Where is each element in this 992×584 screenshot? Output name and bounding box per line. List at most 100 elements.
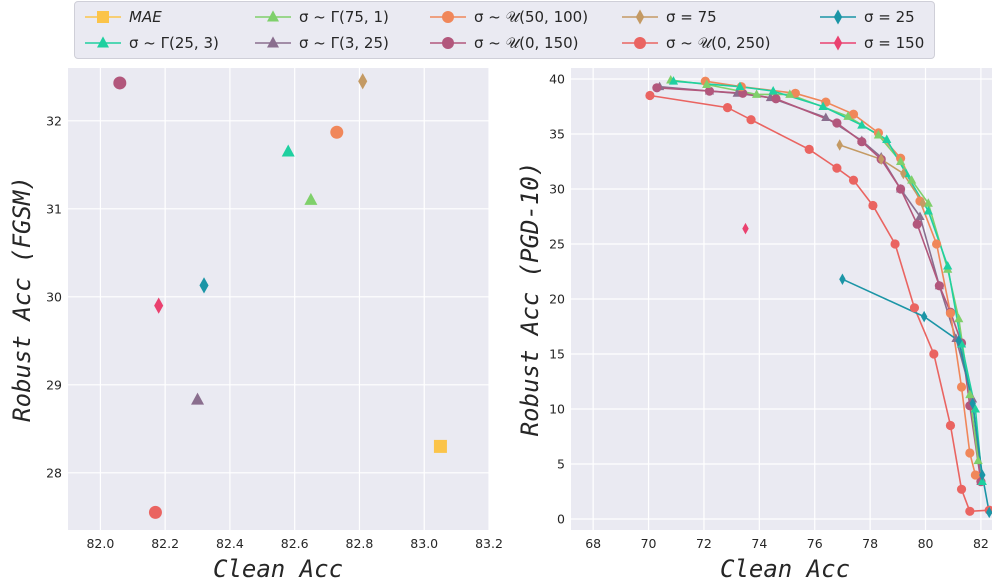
point-75-1 (965, 389, 975, 399)
point-50-100 (965, 448, 975, 458)
legend-symbol (267, 36, 279, 48)
legend-label: σ ~ 𝒰(50, 100) (474, 8, 589, 26)
x-tick-label: 82.2 (151, 536, 179, 551)
y-tick-label: 30 (46, 289, 62, 304)
point-0-150 (934, 281, 944, 291)
point-25 (986, 506, 992, 519)
legend-symbol (635, 9, 645, 25)
legend-symbol (833, 35, 843, 51)
point-0-250 (804, 144, 814, 154)
point-25-3 (970, 403, 980, 413)
point-25 (955, 335, 962, 347)
fgsm-scatter-chart: 82.0 82.2 82.4 82.6 82.8 83.0 83.2 28 29 30 31 32 C… (8, 68, 503, 583)
point-75 (836, 139, 843, 151)
point-0-250 (890, 239, 900, 249)
point-0-150 (652, 83, 662, 93)
point-150 (154, 297, 164, 314)
point-0-250 (945, 420, 956, 431)
x-tick-label: 70 (641, 536, 657, 551)
y-tick-label: 15 (549, 347, 565, 362)
point-75-1 (751, 89, 762, 98)
legend-symbol (97, 36, 109, 48)
x-tick-label: 82.0 (86, 536, 114, 551)
point-3-25 (821, 112, 831, 121)
point-0-150 (113, 76, 127, 90)
y-tick-label: 35 (549, 127, 565, 142)
y-tick-label: 5 (557, 457, 565, 472)
plot-area (68, 68, 489, 530)
y-tick-label: 40 (549, 72, 565, 87)
legend-marker-circle (622, 37, 658, 49)
point-0-150 (895, 184, 906, 194)
legend-symbol (634, 37, 646, 49)
point-25 (199, 277, 209, 294)
legend-label: σ = 25 (864, 8, 915, 26)
legend-label: σ ~ Γ(3, 25) (299, 34, 389, 52)
point-0-250 (868, 200, 878, 211)
y-tick-label: 29 (46, 377, 62, 392)
legend-label: σ ~ Γ(75, 1) (299, 8, 389, 26)
legend-symbol (442, 37, 454, 49)
point-0-250 (956, 484, 967, 494)
tick-labels: 82.0 82.2 82.4 82.6 82.8 83.0 83.2 28 29 30 31 32 (46, 113, 503, 551)
point-0-250 (148, 505, 162, 519)
legend-marker-triangle (85, 36, 121, 48)
point-75-1 (954, 313, 964, 323)
point-3-25 (915, 211, 925, 220)
point-50-100 (330, 125, 344, 139)
point-25 (979, 469, 986, 481)
legend-item-25-3: σ ~ Γ(25, 3) (83, 32, 219, 54)
point-25 (920, 310, 928, 323)
point-75 (358, 73, 368, 90)
point-50-100 (970, 470, 980, 480)
point-25-3 (668, 76, 679, 85)
point-75 (900, 167, 907, 180)
point-25-3 (943, 260, 953, 270)
point-3-25 (191, 392, 205, 405)
series-line-75 (839, 144, 924, 204)
legend-marker-circle (430, 37, 466, 49)
point-25-3 (281, 144, 295, 157)
y-tick-label: 10 (549, 402, 565, 417)
point-25-3 (768, 86, 778, 95)
grid (571, 68, 992, 530)
legend-symbol (442, 11, 454, 23)
tick-labels: 68 70 72 74 76 78 80 82 0 5 10 15 20 25 30 35 40 (549, 72, 989, 552)
legend-label: σ ~ 𝒰(0, 150) (474, 34, 579, 52)
legend-marker-diamond (820, 9, 856, 25)
x-tick-label: 80 (918, 536, 934, 551)
legend-label: σ = 75 (666, 8, 717, 26)
legend-symbol (833, 9, 843, 25)
legend-item-0-150: σ ~ 𝒰(0, 150) (428, 32, 579, 54)
point-25 (969, 397, 976, 410)
point-0-150 (704, 86, 715, 96)
x-tick-label: 82 (973, 536, 989, 551)
point-150 (742, 222, 749, 235)
legend-item-50-100: σ ~ 𝒰(50, 100) (428, 6, 588, 28)
point-75-1 (873, 130, 884, 139)
point-75-1 (923, 198, 933, 207)
point-75-1 (843, 111, 853, 120)
x-tick-label: 82.4 (216, 536, 244, 551)
point-0-250 (645, 90, 655, 101)
legend-symbol (267, 10, 279, 22)
legend-symbol (97, 11, 109, 23)
legend: MAE σ ~ Γ(25, 3) σ ~ Γ(75, 1) σ ~ Γ(3, 25) σ… (74, 1, 935, 59)
y-tick-label: 32 (46, 113, 62, 128)
point-50-100 (848, 109, 859, 119)
point-0-250 (746, 115, 756, 125)
legend-item-75-1: σ ~ Γ(75, 1) (253, 6, 389, 28)
data-points (113, 73, 447, 519)
point-25-3 (857, 120, 867, 129)
series-line-0-250 (649, 94, 990, 513)
x-tick-label: 82.8 (346, 536, 374, 551)
grid (68, 68, 490, 530)
x-axis-title: Clean Acc (213, 555, 343, 583)
point-0-150 (857, 137, 867, 147)
point-50-100 (932, 239, 942, 249)
x-tick-label: 74 (751, 536, 767, 551)
point-75-1 (973, 455, 983, 465)
x-tick-label: 68 (585, 536, 601, 551)
x-tick-label: 72 (696, 536, 712, 551)
